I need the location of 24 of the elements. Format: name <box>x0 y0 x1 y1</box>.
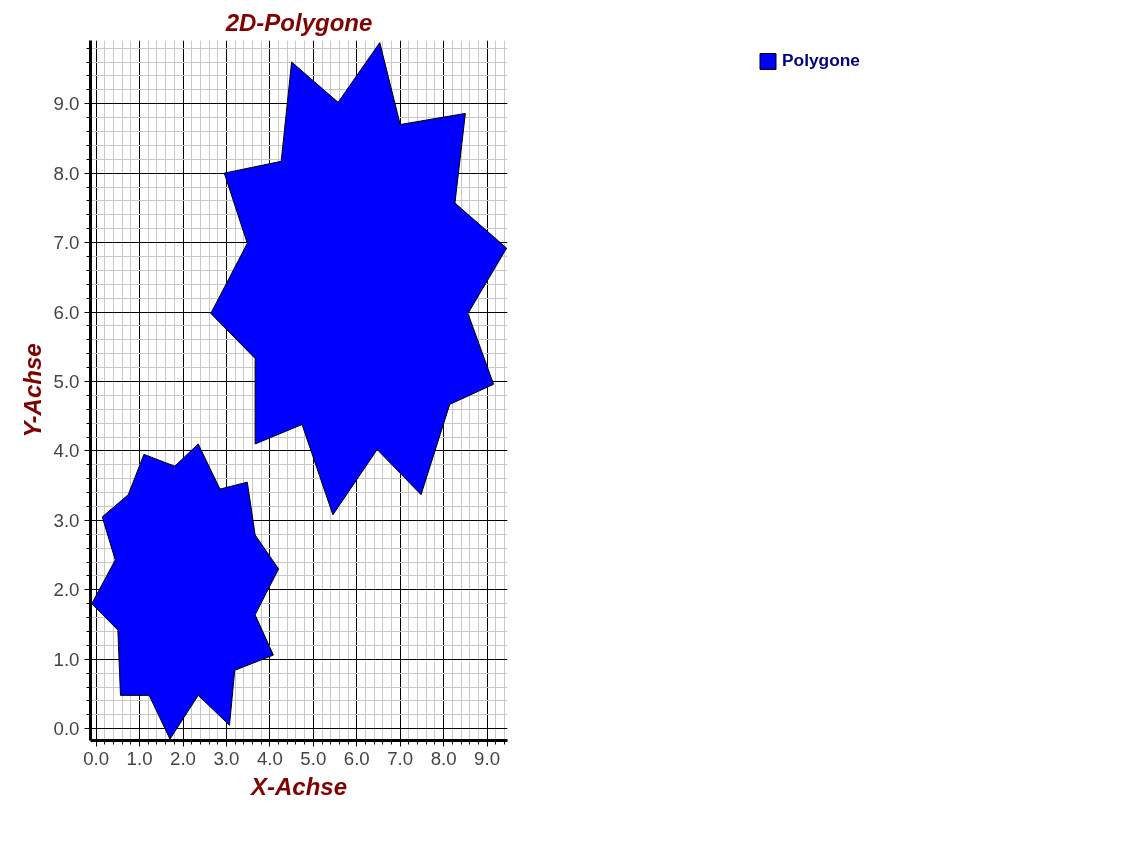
y-tick-label: 7.0 <box>53 232 80 254</box>
x-tick-label: 0.0 <box>83 747 110 769</box>
y-axis-title: Y-Achse <box>18 343 46 438</box>
y-tick-label: 3.0 <box>53 509 80 531</box>
x-tick-label: 6.0 <box>343 747 370 769</box>
x-tick-label: 1.0 <box>126 747 153 769</box>
legend-label: Polygone <box>782 50 860 71</box>
chart-title: 2D-Polygone <box>224 8 373 36</box>
x-tick-label: 8.0 <box>430 747 457 769</box>
y-tick-label: 4.0 <box>53 440 80 462</box>
x-tick-label: 5.0 <box>300 747 327 769</box>
y-tick-label: 8.0 <box>53 162 80 184</box>
y-tick-label: 1.0 <box>53 648 80 670</box>
y-tick-label: 2.0 <box>53 579 80 601</box>
x-axis-title: X-Achse <box>248 772 348 800</box>
x-tick-label: 3.0 <box>213 747 240 769</box>
y-tick-label: 5.0 <box>53 370 80 392</box>
x-tick-label: 9.0 <box>474 747 501 769</box>
x-tick-label: 4.0 <box>256 747 283 769</box>
y-tick-label: 6.0 <box>53 301 80 323</box>
x-tick-label: 7.0 <box>387 747 414 769</box>
x-tick-label: 2.0 <box>170 747 196 769</box>
y-tick-label: 0.0 <box>53 718 80 740</box>
y-tick-label: 9.0 <box>53 93 80 115</box>
